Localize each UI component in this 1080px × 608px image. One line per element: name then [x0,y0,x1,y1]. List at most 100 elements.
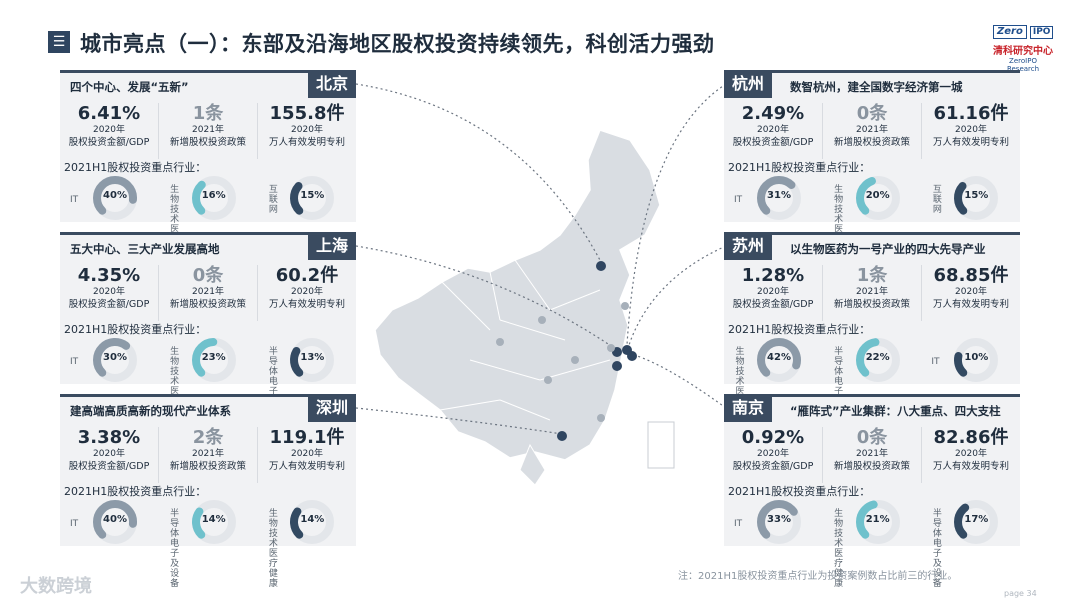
stat-year: 2020年 [93,449,125,459]
stat-value: 82.86件 [933,427,1009,448]
industry-item: IT 40% [60,173,159,223]
industry-ring [191,176,236,220]
page-number: page 34 [1004,589,1037,598]
china-map [350,60,720,560]
china-map-svg [374,129,675,486]
city-card: 北京 四个中心、发展“五新” 6.41% 2020年 股权投资金额/GDP 1条 … [60,70,356,265]
industry-percent: 10% [964,352,989,363]
industry-ring [855,338,900,382]
industry-percent: 21% [865,514,890,525]
footnote: 注：2021H1股权投资重点行业为投资案例数占比前三的行业。 [678,571,958,582]
page-title: 城市亮点（一）：东部及沿海地区股权投资持续领先，科创活力强劲 [80,32,715,56]
industry-item: 半导体电子及设备 14% [159,497,258,589]
industry-label: IT [734,519,743,529]
stat-item: 82.86件 2020年 万人有效发明专利 [921,427,1020,483]
industry-ring [954,176,999,220]
industry-arc [757,338,801,382]
industry-percent: 40% [103,514,127,525]
industry-arc [290,500,335,544]
stat-item: 0条 2021年 新增股权投资政策 [158,265,257,321]
industry-arc [954,500,999,544]
stats-row: 4.35% 2020年 股权投资金额/GDP 0条 2021年 新增股权投资政策… [60,265,356,321]
industry-ring [757,176,801,220]
stat-item: 0条 2021年 新增股权投资政策 [822,103,921,159]
industry-arc [757,500,801,544]
stat-item: 61.16件 2020年 万人有效发明专利 [921,103,1020,159]
stat-item: 1.28% 2020年 股权投资金额/GDP [724,265,822,321]
stat-description: 万人有效发明专利 [932,299,1009,310]
industry-percent: 14% [300,514,325,525]
stat-description: 万人有效发明专利 [268,299,345,310]
industry-item: IT 40% [60,497,159,547]
industry-item: 半导体电子及设备 17% [921,497,1020,589]
stat-value: 0.92% [741,427,805,448]
city-card: 杭州 数智杭州，建全国数字经济第一城 2.49% 2020年 股权投资金额/GDP… [724,70,1020,265]
industry-arc [954,338,999,382]
stats-row: 6.41% 2020年 股权投资金额/GDP 1条 2021年 新增股权投资政策… [60,103,356,159]
industry-item: 生物技术医疗健康 42% [724,335,823,427]
logo-zero: Zero [993,25,1027,39]
industry-label: 半导体电子及设备 [170,509,180,589]
industry-label: IT [70,357,79,367]
city-headline: 四个中心、发展“五新” [70,80,189,94]
industry-row: IT 30% 生物技术医疗健康 23% 半导体电子及设备 13% [60,335,356,427]
stat-value: 0条 [192,265,224,286]
industry-label: 生物技术医疗健康 [834,509,844,589]
menu-icon[interactable]: ☰ [48,31,70,53]
industry-arc [191,176,236,220]
industry-row: 生物技术医疗健康 42% 半导体电子及设备 22% IT 10% [724,335,1020,427]
industry-item: IT 31% [724,173,823,223]
industry-item: 互联网 15% [921,173,1020,223]
industry-item: IT 30% [60,335,159,385]
industry-ring [954,338,999,382]
stat-year: 2020年 [291,125,323,135]
stat-value: 1条 [856,265,888,286]
stat-year: 2020年 [291,287,323,297]
stats-row: 1.28% 2020年 股权投资金额/GDP 1条 2021年 新增股权投资政策… [724,265,1020,321]
industry-label: IT [70,519,79,529]
industry-percent: 17% [964,514,989,525]
industry-item: 生物技术医疗健康 21% [823,497,922,589]
industry-title: 2021H1股权投资重点行业： [64,485,207,498]
industry-ring [93,176,137,220]
stat-item: 155.8件 2020年 万人有效发明专利 [257,103,356,159]
industry-title: 2021H1股权投资重点行业： [728,161,871,174]
industry-row: IT 40% 生物技术医疗健康 16% 互联网 15% [60,173,356,265]
stat-item: 60.2件 2020年 万人有效发明专利 [257,265,356,321]
industry-label: IT [931,357,940,367]
stat-description: 新增股权投资政策 [833,299,910,310]
industry-item: 生物技术医疗健康 23% [159,335,258,427]
stat-year: 2021年 [192,125,224,135]
stat-value: 155.8件 [269,103,345,124]
industry-item: 生物技术医疗健康 16% [159,173,258,265]
stats-row: 0.92% 2020年 股权投资金额/GDP 0条 2021年 新增股权投资政策… [724,427,1020,483]
stat-year: 2021年 [856,449,888,459]
industry-item: 半导体电子及设备 13% [257,335,356,427]
industry-ring [93,500,137,544]
industry-ring [757,500,801,544]
city-card: 深圳 建高端高质高新的现代产业体系 3.38% 2020年 股权投资金额/GDP … [60,394,356,589]
city-name: 南京 [724,394,773,422]
city-headline: 以生物医药为一号产业的四大先导产业 [790,242,986,256]
industry-row: IT 31% 生物技术医疗健康 20% 互联网 15% [724,173,1020,265]
industry-ring [954,500,999,544]
industry-label: 生物技术医疗健康 [268,509,278,589]
industry-item: 生物技术医疗健康 14% [257,497,356,589]
industry-percent: 23% [201,352,226,363]
logo-ipo: IPO [1029,25,1054,39]
industry-ring [191,338,236,382]
stat-description: 万人有效发明专利 [268,461,345,472]
industry-arc [855,176,900,220]
stat-description: 新增股权投资政策 [169,461,246,472]
stat-item: 68.85件 2020年 万人有效发明专利 [921,265,1020,321]
industry-arc [191,500,236,544]
industry-arc [93,176,137,220]
industry-ring [290,176,335,220]
stat-description: 新增股权投资政策 [169,299,246,310]
watermark: 大数跨境 [20,576,92,597]
stat-year: 2020年 [93,125,125,135]
stat-item: 2.49% 2020年 股权投资金额/GDP [724,103,822,159]
stat-item: 119.1件 2020年 万人有效发明专利 [257,427,356,483]
stat-value: 0条 [856,427,888,448]
city-card: 上海 五大中心、三大产业发展高地 4.35% 2020年 股权投资金额/GDP 0… [60,232,356,427]
